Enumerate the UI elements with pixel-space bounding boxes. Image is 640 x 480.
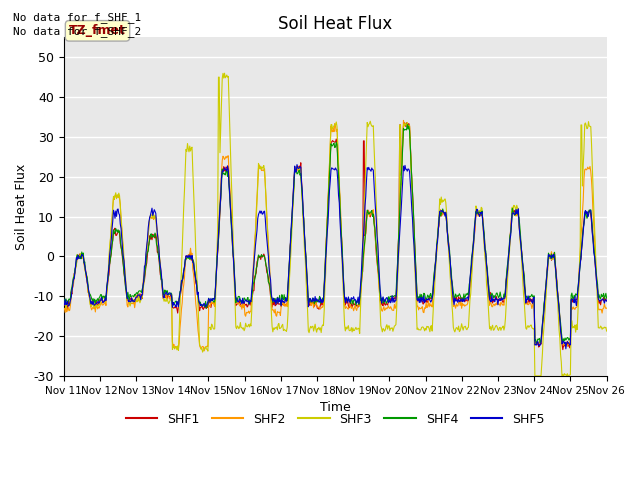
Legend: SHF1, SHF2, SHF3, SHF4, SHF5: SHF1, SHF2, SHF3, SHF4, SHF5 — [121, 408, 549, 431]
Text: No data for f_SHF_1: No data for f_SHF_1 — [13, 12, 141, 23]
Text: No data for f_SHF_2: No data for f_SHF_2 — [13, 26, 141, 37]
Y-axis label: Soil Heat Flux: Soil Heat Flux — [15, 164, 28, 250]
Text: TZ_fmet: TZ_fmet — [69, 24, 126, 37]
X-axis label: Time: Time — [320, 401, 351, 414]
Title: Soil Heat Flux: Soil Heat Flux — [278, 15, 392, 33]
